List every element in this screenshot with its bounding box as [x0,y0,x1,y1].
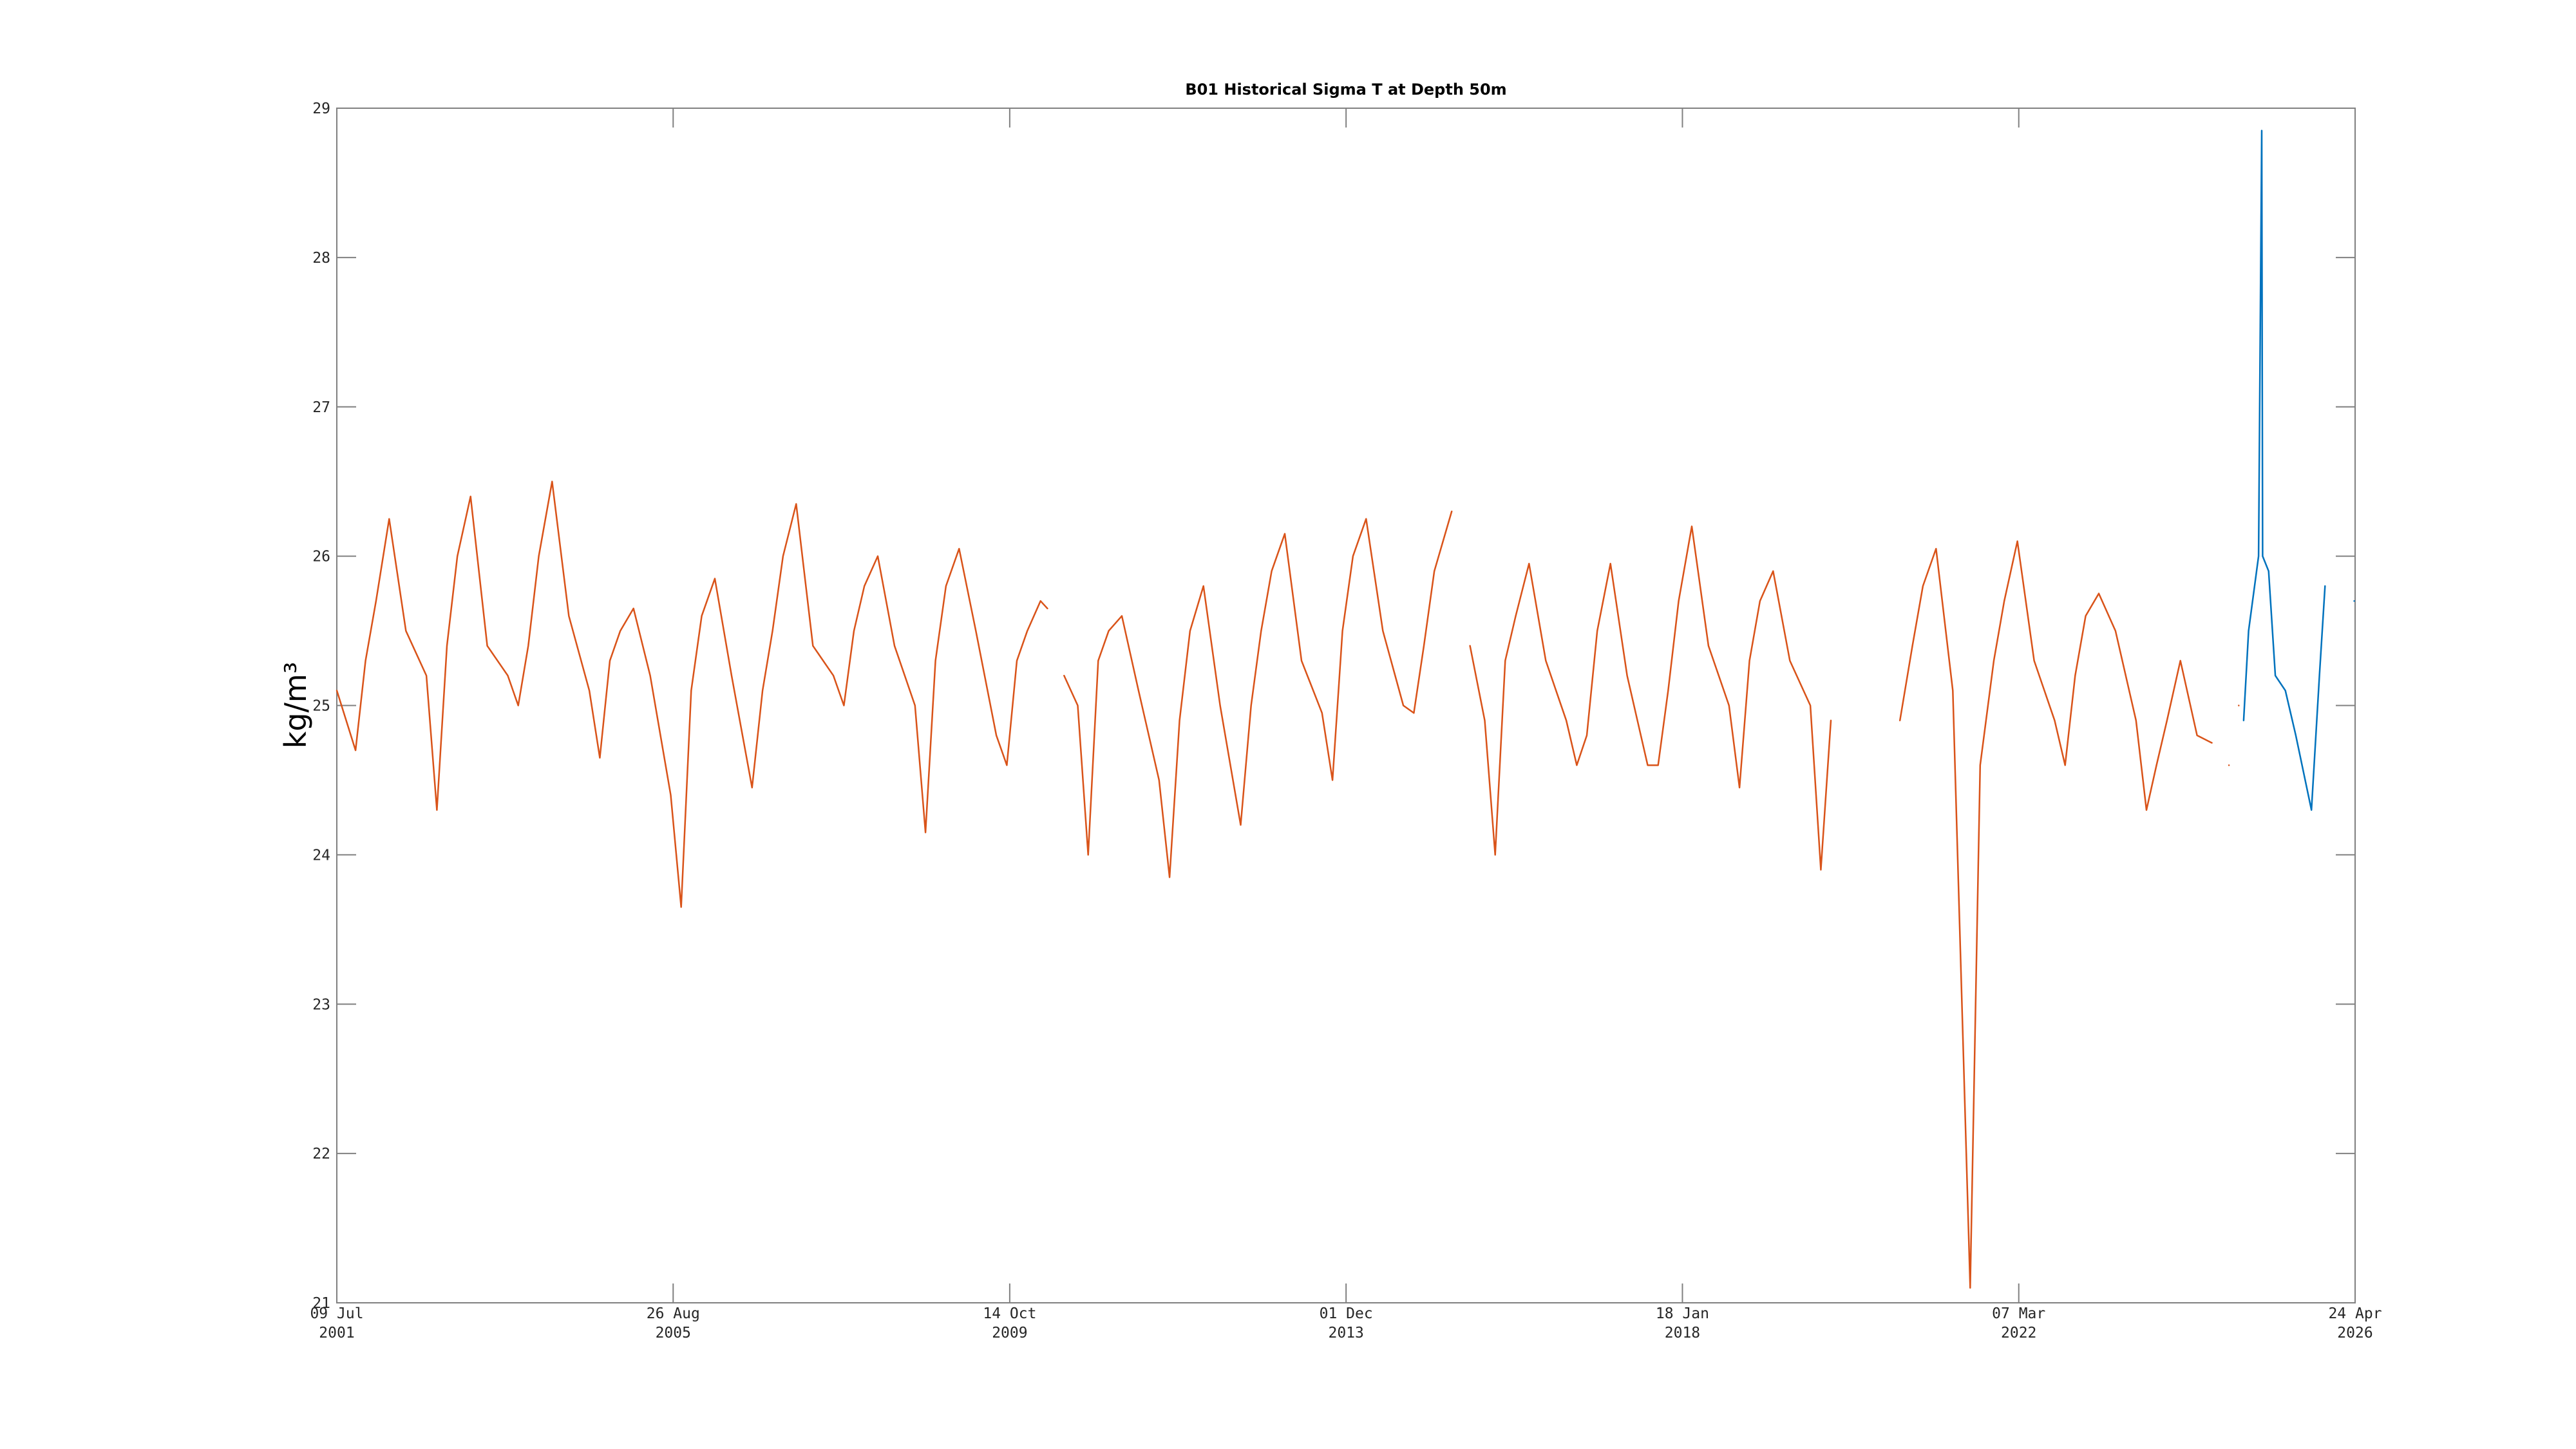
x-tick-label: 2013 [1328,1325,1363,1341]
x-tick-label: 2026 [2337,1325,2372,1341]
x-tick-label: 14 Oct [983,1305,1036,1322]
y-tick-label: 24 [312,847,330,864]
y-tick-label: 26 [312,549,330,565]
y-tick-label: 27 [312,399,330,416]
data-line [336,480,2240,1289]
x-tick-label: 2005 [656,1325,691,1341]
x-tick-label: 2001 [319,1325,354,1341]
chart-title: B01 Historical Sigma T at Depth 50m [1185,80,1506,99]
data-line [2242,129,2355,811]
x-tick-label: 2009 [992,1325,1027,1341]
y-tick-label: 21 [312,1295,330,1312]
x-tick-label: 01 Dec [1320,1305,1373,1322]
x-tick-label: 2022 [2001,1325,2036,1341]
y-tick-label: 28 [312,250,330,267]
x-tick-label: 07 Mar [1992,1305,2045,1322]
x-tick-label: 24 Apr [2328,1305,2382,1322]
y-axis-label: kg/m³ [278,662,313,749]
x-tick-label: 09 Jul [310,1305,363,1322]
y-tick-label: 29 [312,100,330,117]
y-tick-label: 25 [312,698,330,715]
x-tick-label: 26 Aug [647,1305,700,1322]
x-tick-label: 2018 [1665,1325,1700,1341]
x-tick-label: 18 Jan [1656,1305,1709,1322]
y-tick-label: 22 [312,1146,330,1162]
y-tick-label: 23 [312,996,330,1013]
